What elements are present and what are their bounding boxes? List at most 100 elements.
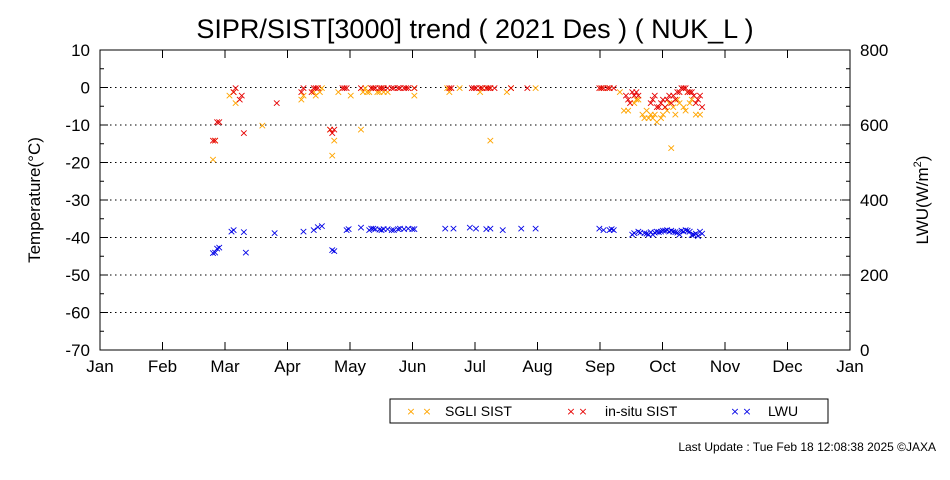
lwu-point: ×	[644, 228, 653, 241]
sgli-sist-point: ×	[373, 85, 382, 98]
in-situ-sist-point: ×	[469, 82, 478, 95]
in-situ-sist-point: ×	[210, 134, 219, 147]
lwu-point: ×	[695, 225, 704, 238]
in-situ-sist-point: ×	[650, 89, 659, 102]
sgli-sist-point: ×	[691, 108, 700, 121]
in-situ-sist-point: ×	[658, 93, 667, 106]
legend-label-sgli-sist: SGLI SIST	[445, 403, 512, 419]
y-left-tick-label: 0	[81, 79, 90, 98]
in-situ-sist-point: ×	[476, 82, 485, 95]
in-situ-sist-point: ×	[467, 82, 476, 95]
in-situ-sist-point: ×	[697, 100, 706, 113]
y-axis-left-title: Temperature(°C)	[25, 137, 44, 263]
in-situ-sist-point: ×	[404, 82, 413, 95]
in-situ-sist-point: ×	[603, 82, 612, 95]
in-situ-sist-point: ×	[599, 82, 608, 95]
in-situ-sist-point: ×	[231, 82, 240, 95]
in-situ-sist-point: ×	[371, 82, 380, 95]
lwu-point: ×	[410, 223, 419, 236]
in-situ-sist-point: ×	[379, 82, 388, 95]
sgli-sist-point: ×	[669, 100, 678, 113]
lwu-point: ×	[531, 222, 540, 235]
lwu-point: ×	[640, 227, 649, 240]
data-points: ×××××××× ×××××××× ×××××××××××× ×××× × ×××××××…	[208, 82, 706, 260]
y-left-tick-label: -50	[65, 266, 90, 285]
sgli-sist-point: ×	[667, 142, 676, 155]
in-situ-sist-point: ×	[402, 82, 411, 95]
in-situ-sist-point: ×	[215, 115, 224, 128]
lwu-point: ×	[210, 246, 219, 259]
in-situ-sist-point: ×	[340, 82, 349, 95]
lwu-point: ×	[229, 223, 238, 236]
legend-marker-insitu: ×	[578, 405, 587, 418]
lwu-point: ×	[685, 225, 694, 238]
in-situ-sist-point: ×	[410, 82, 419, 95]
lwu-point: ×	[328, 244, 337, 257]
lwu-point: ×	[408, 223, 417, 236]
in-situ-sist-point: ×	[326, 123, 335, 136]
sgli-sist-point: ×	[679, 100, 688, 113]
lwu-point: ×	[227, 225, 236, 238]
in-situ-sist-point: ×	[471, 82, 480, 95]
legend-marker-sgli: ×	[422, 405, 431, 418]
sgli-sist-point: ×	[358, 85, 367, 98]
lwu-point: ×	[395, 222, 404, 235]
in-situ-sist-point: ×	[478, 82, 487, 95]
in-situ-sist-point: ×	[632, 85, 641, 98]
sgli-sist-point: ×	[208, 153, 217, 166]
x-tick-label: Jul	[464, 357, 486, 376]
y-left-tick-labels: 10 0 -10 -20 -30 -40 -50 -60 -70	[65, 41, 90, 360]
sgli-sist-point: ×	[646, 108, 655, 121]
in-situ-sist-point: ×	[208, 134, 217, 147]
lwu-point: ×	[215, 241, 224, 254]
in-situ-sist-point: ×	[630, 89, 639, 102]
y-right-tick-label: 200	[860, 266, 888, 285]
in-situ-sist-point: ×	[482, 82, 491, 95]
sgli-sist-point: ×	[632, 93, 641, 106]
sgli-sist-point: ×	[363, 85, 372, 98]
in-situ-sist-point: ×	[313, 82, 322, 95]
lwu-point: ×	[667, 224, 676, 237]
sgli-sist-point: ×	[687, 93, 696, 106]
lwu-point: ×	[656, 225, 665, 238]
lwu-point: ×	[683, 224, 692, 237]
in-situ-sist-point: ×	[669, 89, 678, 102]
in-situ-sist-point: ×	[687, 85, 696, 98]
lwu-point: ×	[387, 223, 396, 236]
sgli-sist-point: ×	[317, 82, 326, 95]
x-tick-label: Aug	[522, 357, 552, 376]
in-situ-sist-point: ×	[660, 100, 669, 113]
lwu-point: ×	[404, 222, 413, 235]
sgli-sist-point: ×	[476, 85, 485, 98]
in-situ-sist-point: ×	[685, 85, 694, 98]
y-axis-right-title-prefix: LWU(W/m	[913, 167, 932, 244]
in-situ-sist-point: ×	[272, 97, 281, 110]
lwu-point: ×	[208, 247, 217, 260]
lwu-point: ×	[607, 223, 616, 236]
y-left-tick-label: -30	[65, 191, 90, 210]
lwu-point: ×	[654, 226, 663, 239]
in-situ-sist-point: ×	[626, 97, 635, 110]
sgli-sist-point: ×	[656, 112, 665, 125]
in-situ-sist-point: ×	[297, 85, 306, 98]
y-left-tick-label: 10	[71, 41, 90, 60]
sgli-sist-point: ×	[695, 108, 704, 121]
sgli-sist-point: ×	[660, 100, 669, 113]
sgli-sist-point: ×	[311, 89, 320, 102]
in-situ-sist-point: ×	[338, 82, 347, 95]
y-left-tick-label: -20	[65, 154, 90, 173]
lwu-point: ×	[642, 227, 651, 240]
sgli-sist-point: ×	[356, 123, 365, 136]
sgli-sist-point: ×	[638, 108, 647, 121]
in-situ-sist-point: ×	[506, 82, 515, 95]
legend-marker-lwu: ×	[742, 405, 751, 418]
sgli-sist-point: ×	[663, 104, 672, 117]
lwu-point: ×	[498, 223, 507, 236]
in-situ-sist-point: ×	[239, 127, 248, 140]
chart-title: SIPR/SIST[3000] trend ( 2021 Des ) ( NUK…	[196, 14, 753, 44]
in-situ-sist-point: ×	[486, 82, 495, 95]
sgli-sist-point: ×	[675, 97, 684, 110]
in-situ-sist-point: ×	[609, 82, 618, 95]
sgli-sist-point: ×	[365, 85, 374, 98]
sgli-sist-point: ×	[597, 82, 606, 95]
